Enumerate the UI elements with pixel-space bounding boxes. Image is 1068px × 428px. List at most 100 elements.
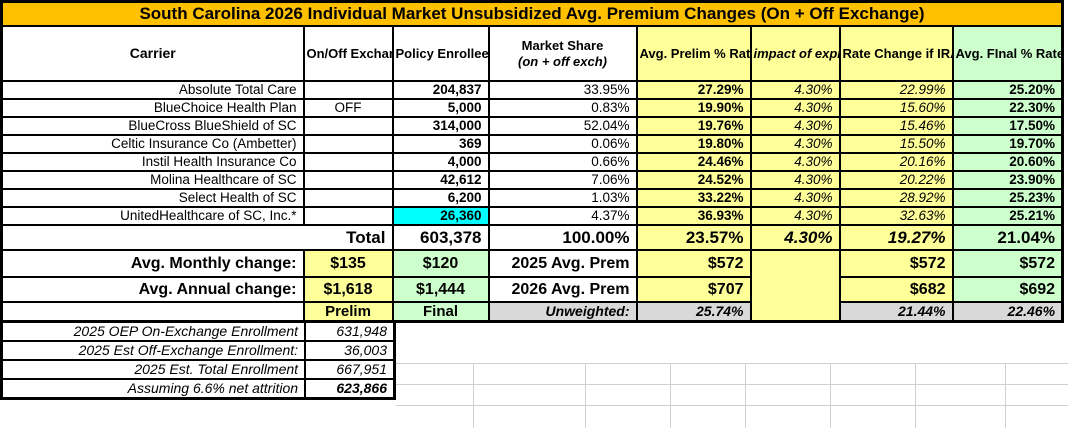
on-off-cell[interactable] (302, 134, 394, 154)
unweighted-prelim-pct[interactable]: 25.74% (635, 301, 752, 323)
prem-2025-prelim[interactable]: $572 (635, 249, 752, 278)
prelim-cell[interactable]: 24.52% (635, 170, 752, 190)
carrier-name-cell[interactable]: Select Health of SC (0, 188, 305, 208)
enrollees-cell[interactable]: 369 (391, 134, 490, 154)
carrier-name-cell[interactable]: Absolute Total Care (0, 80, 305, 100)
impact-merged-empty-cell[interactable] (749, 249, 841, 323)
header-avg-final[interactable]: Avg. FInal % Rate Change (951, 25, 1064, 82)
annual-prelim-amount[interactable]: $1,618 (302, 276, 394, 303)
header-on-off-exchange[interactable]: On/Off Exchange (302, 25, 394, 82)
prelim-cell[interactable]: 19.80% (635, 134, 752, 154)
carrier-name-cell[interactable]: Celtic Insurance Co (Ambetter) (0, 134, 305, 154)
impact-cell[interactable]: 4.30% (749, 206, 841, 226)
impact-cell[interactable]: 4.30% (749, 170, 841, 190)
prelim-cell[interactable]: 19.76% (635, 116, 752, 136)
annual-final-amount[interactable]: $1,444 (391, 276, 490, 303)
impact-cell[interactable]: 4.30% (749, 188, 841, 208)
on-off-cell[interactable] (302, 170, 394, 190)
share-cell[interactable]: 0.06% (487, 134, 638, 154)
prem-2026-final[interactable]: $692 (951, 276, 1064, 303)
carrier-name-cell[interactable]: BlueChoice Health Plan (0, 98, 305, 118)
impact-cell[interactable]: 4.30% (749, 116, 841, 136)
extended-cell[interactable]: 15.50% (838, 134, 954, 154)
enrollment-label[interactable]: Assuming 6.6% net attrition (0, 378, 307, 400)
prem-2026-extended[interactable]: $682 (838, 276, 954, 303)
enrollees-cell[interactable]: 42,612 (391, 170, 490, 190)
header-carrier[interactable]: Carrier (0, 25, 305, 82)
on-off-cell[interactable] (302, 116, 394, 136)
final-cell[interactable]: 17.50% (951, 116, 1064, 136)
header-rate-change-extended[interactable]: Rate Change if IRA subsidies extended (838, 25, 954, 82)
carrier-name-cell[interactable]: Instil Health Insurance Co (0, 152, 305, 172)
impact-cell[interactable]: 4.30% (749, 80, 841, 100)
enrollment-value-attrition[interactable]: 623,866 (304, 378, 396, 400)
prelim-cell[interactable]: 19.90% (635, 98, 752, 118)
share-cell[interactable]: 0.83% (487, 98, 638, 118)
extended-cell[interactable]: 15.60% (838, 98, 954, 118)
total-impact-cell[interactable]: 4.30% (749, 224, 841, 251)
prem-2026-prelim[interactable]: $707 (635, 276, 752, 303)
impact-cell[interactable]: 4.30% (749, 152, 841, 172)
carrier-name-cell[interactable]: BlueCross BlueShield of SC (0, 116, 305, 136)
table-title[interactable]: South Carolina 2026 Individual Market Un… (0, 0, 1064, 27)
extended-cell[interactable]: 28.92% (838, 188, 954, 208)
annual-change-label[interactable]: Avg. Annual change: (0, 276, 305, 303)
share-cell[interactable]: 52.04% (487, 116, 638, 136)
carrier-name-cell[interactable]: UnitedHealthcare of SC, Inc.* (0, 206, 305, 226)
enrollees-cell[interactable]: 4,000 (391, 152, 490, 172)
total-share-cell[interactable]: 100.00% (487, 224, 638, 251)
monthly-final-amount[interactable]: $120 (391, 249, 490, 278)
enrollees-cell[interactable]: 314,000 (391, 116, 490, 136)
on-off-cell[interactable]: OFF (302, 98, 394, 118)
header-policy-enrollees[interactable]: Policy Enrollees (391, 25, 490, 82)
enrollees-cell[interactable]: 5,000 (391, 98, 490, 118)
share-cell[interactable]: 4.37% (487, 206, 638, 226)
prem-2025-final[interactable]: $572 (951, 249, 1064, 278)
on-off-cell[interactable] (302, 188, 394, 208)
prem-2025-label[interactable]: 2025 Avg. Prem (487, 249, 638, 278)
final-cell[interactable]: 25.21% (951, 206, 1064, 226)
enrollment-label[interactable]: 2025 Est. Total Enrollment (0, 359, 307, 380)
prem-2026-label[interactable]: 2026 Avg. Prem (487, 276, 638, 303)
extended-cell[interactable]: 22.99% (838, 80, 954, 100)
total-final-cell[interactable]: 21.04% (951, 224, 1064, 251)
impact-cell[interactable]: 4.30% (749, 98, 841, 118)
enrollment-label[interactable]: 2025 Est Off-Exchange Enrollment: (0, 340, 307, 361)
unweighted-final-pct[interactable]: 22.46% (951, 301, 1064, 323)
final-cell[interactable]: 19.70% (951, 134, 1064, 154)
impact-cell[interactable]: 4.30% (749, 134, 841, 154)
prelim-cell[interactable]: 33.22% (635, 188, 752, 208)
on-off-cell[interactable] (302, 152, 394, 172)
enrollees-cell[interactable]: 204,837 (391, 80, 490, 100)
final-cell[interactable]: 23.90% (951, 170, 1064, 190)
total-prelim-cell[interactable]: 23.57% (635, 224, 752, 251)
extended-cell[interactable]: 32.63% (838, 206, 954, 226)
unweighted-label[interactable]: Unweighted: (487, 301, 638, 323)
enrollees-cell-highlighted[interactable]: 26,360 (391, 206, 490, 226)
carrier-name-cell[interactable]: Molina Healthcare of SC (0, 170, 305, 190)
monthly-prelim-amount[interactable]: $135 (302, 249, 394, 278)
enrollment-value[interactable]: 36,003 (304, 340, 396, 361)
enrollment-label[interactable]: 2025 OEP On-Exchange Enrollment (0, 323, 307, 342)
share-cell[interactable]: 1.03% (487, 188, 638, 208)
share-cell[interactable]: 7.06% (487, 170, 638, 190)
extended-cell[interactable]: 20.22% (838, 170, 954, 190)
header-market-share[interactable]: Market Share (on + off exch) (487, 25, 638, 82)
final-cell[interactable]: 25.23% (951, 188, 1064, 208)
final-cell[interactable]: 22.30% (951, 98, 1064, 118)
empty-cell[interactable] (0, 301, 305, 323)
header-avg-prelim[interactable]: Avg. Prelim % Rate Change (635, 25, 752, 82)
on-off-cell[interactable] (302, 206, 394, 226)
prelim-cell[interactable]: 36.93% (635, 206, 752, 226)
extended-cell[interactable]: 15.46% (838, 116, 954, 136)
prelim-cell[interactable]: 24.46% (635, 152, 752, 172)
enrollees-cell[interactable]: 6,200 (391, 188, 490, 208)
prelim-cell[interactable]: 27.29% (635, 80, 752, 100)
final-cell[interactable]: 25.20% (951, 80, 1064, 100)
monthly-change-label[interactable]: Avg. Monthly change: (0, 249, 305, 278)
prem-2025-extended[interactable]: $572 (838, 249, 954, 278)
extended-cell[interactable]: 20.16% (838, 152, 954, 172)
enrollment-value[interactable]: 631,948 (304, 323, 396, 342)
header-ira-impact[interactable]: impact of expiration of IRA subs (749, 25, 841, 82)
prelim-column-label[interactable]: Prelim (302, 301, 394, 323)
